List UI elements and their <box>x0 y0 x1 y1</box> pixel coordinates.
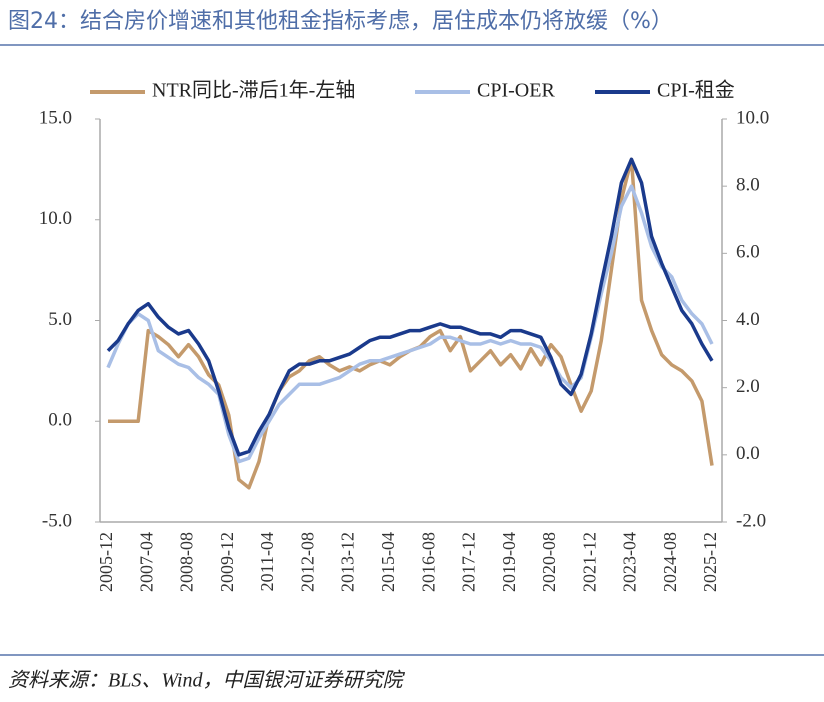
x-tick-label: 2008-08 <box>177 532 197 592</box>
y-tick-label: 0.0 <box>48 410 72 431</box>
x-tick-label: 2017-12 <box>459 532 479 592</box>
y2-tick-label: 2.0 <box>736 376 760 397</box>
y2-tick-label: 10.0 <box>736 107 769 128</box>
y2-tick-label: 4.0 <box>736 309 760 330</box>
source-note: 资料来源：BLS、Wind，中国银河证券研究院 <box>8 670 405 692</box>
x-tick-label: 2009-12 <box>217 532 237 592</box>
x-tick-label: 2015-04 <box>378 532 398 592</box>
y-tick-label: -5.0 <box>42 510 72 531</box>
y-tick-label: 5.0 <box>48 309 72 330</box>
y2-tick-label: 0.0 <box>736 443 760 464</box>
y2-tick-label: 8.0 <box>736 175 760 196</box>
x-tick-label: 2016-08 <box>418 532 438 592</box>
x-tick-label: 2024-08 <box>660 532 680 592</box>
chart-title: 图24：结合房价增速和其他租金指标考虑，居住成本仍将放缓（%） <box>8 9 673 34</box>
series-line <box>106 157 714 457</box>
x-tick-label: 2005-12 <box>96 532 116 592</box>
x-tick-label: 2021-12 <box>579 532 599 592</box>
y2-tick-label: -2.0 <box>736 510 766 531</box>
y-tick-label: 15.0 <box>39 107 72 128</box>
legend-label: CPI-OER <box>477 80 555 102</box>
x-tick-label: 2025-12 <box>700 532 720 592</box>
legend-label: NTR同比-滞后1年-左轴 <box>152 79 355 102</box>
x-tick-label: 2019-04 <box>499 532 519 592</box>
legend-label: CPI-租金 <box>657 79 735 102</box>
x-tick-label: 2020-08 <box>539 532 559 592</box>
y-tick-label: 10.0 <box>39 208 72 229</box>
x-tick-label: 2023-04 <box>620 532 640 592</box>
x-tick-label: 2012-08 <box>297 532 317 592</box>
x-tick-label: 2007-04 <box>136 532 156 592</box>
x-tick-label: 2011-04 <box>257 532 277 591</box>
series-line <box>106 184 714 464</box>
y2-tick-label: 6.0 <box>736 242 760 263</box>
x-tick-label: 2013-12 <box>338 532 358 592</box>
